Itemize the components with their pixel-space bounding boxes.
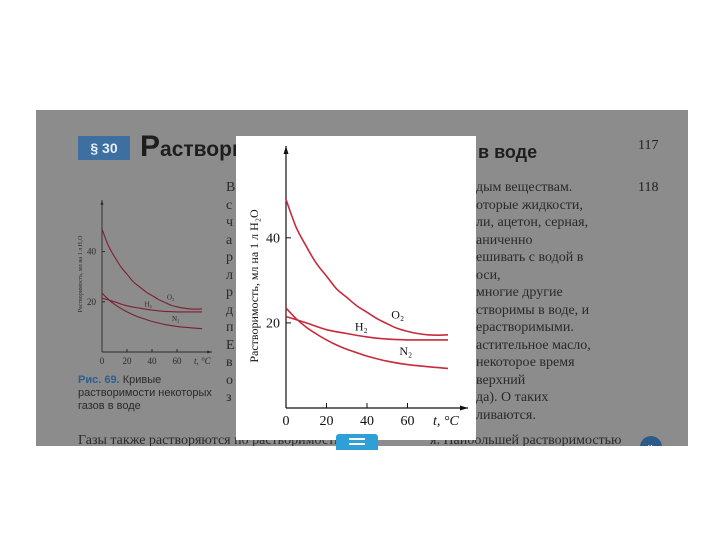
series-line-1 — [285, 315, 448, 341]
y-tick-label: 20 — [87, 297, 97, 307]
x-tick-label: 0 — [283, 414, 290, 429]
heading-part1: аствори — [160, 138, 245, 161]
series-line-0 — [101, 228, 203, 310]
body-line-left: а — [226, 232, 233, 248]
x-axis-arrow — [460, 405, 468, 411]
body-line-right: ли, ацетон, серная, — [476, 215, 589, 230]
solubility-chart: 0 20 40 60 20 40 t, °C Растворимость, мл на 1 л… — [247, 146, 468, 429]
series-label: H₂ — [145, 300, 153, 308]
y-axis-label: Растворимость, мл на 1 л H₂O — [78, 235, 84, 312]
body-line-left: с — [226, 197, 233, 213]
menu-toggle-button[interactable] — [336, 434, 378, 450]
body-line-right: створимы в воде, и — [476, 302, 590, 318]
page-number-118: 118 — [638, 180, 659, 195]
solubility-chart-card: 0 20 40 60 20 40 t, °C Растворимость, мл на 1 л… — [236, 136, 476, 440]
body-line-right: ливаются. — [476, 407, 536, 423]
x-tick-label: 20 — [320, 414, 334, 429]
body-line-right: верхний — [476, 372, 526, 388]
body-line-left: з — [226, 390, 232, 405]
series-line-1 — [101, 297, 202, 313]
x-axis-arrow — [207, 350, 212, 354]
x-tick-label: 20 — [123, 356, 133, 366]
section-heading-end: в воде — [478, 142, 538, 162]
x-tick-label: 40 — [360, 414, 374, 429]
body-line-left: р — [226, 285, 233, 300]
series-label: H₂ — [355, 320, 368, 334]
figure-caption-label: Рис. 69. — [78, 374, 120, 386]
body-line-left: в — [226, 355, 233, 370]
body-line-right: ерастворимыми. — [476, 320, 574, 335]
y-axis-arrow — [100, 200, 104, 205]
x-tick-label: 60 — [173, 356, 183, 366]
y-tick-label: 40 — [266, 231, 280, 246]
body-line-left: Е — [226, 337, 235, 353]
series-label: N₂ — [172, 315, 180, 323]
section-badge: § 30 — [78, 136, 130, 160]
body-line-left: В — [226, 180, 236, 195]
next-page-button[interactable]: » — [640, 436, 662, 446]
series-label: N₂ — [399, 344, 412, 358]
body-line-right: да). О таких — [476, 390, 549, 405]
x-axis-label: t, °C — [433, 414, 459, 429]
y-tick-label: 20 — [266, 317, 280, 332]
series-label: O₂ — [391, 308, 404, 322]
y-axis-arrow — [283, 146, 289, 154]
y-axis-label: Растворимость, мл на 1 л H₂O — [247, 209, 261, 363]
body-line-right: некоторое время — [476, 355, 575, 370]
page-number-117: 117 — [638, 138, 659, 153]
body-line-right: оторые жидкости, — [476, 197, 583, 213]
background-solubility-chart: 0 20 40 60 20 40 t, °C Растворимость, мл на 1 л… — [78, 200, 212, 366]
section-heading: Раствори — [140, 130, 245, 164]
body-line-left: ч — [226, 215, 234, 230]
body-line-left: п — [226, 320, 234, 335]
x-tick-label: 0 — [100, 356, 105, 366]
figure-caption: Рис. 69. Кривые растворимости некоторых … — [78, 374, 228, 413]
body-line-right: ешивать с водой в — [476, 250, 584, 265]
body-line-right: многие другие — [476, 285, 563, 300]
heading-capital: Р — [140, 130, 161, 163]
series-line-2 — [101, 292, 203, 330]
series-line-2 — [285, 307, 449, 370]
body-line-left: л — [226, 267, 233, 283]
body-line-right: дым веществам. — [476, 180, 573, 195]
body-line-right: астительное масло, — [476, 337, 591, 353]
y-tick-label: 40 — [87, 247, 97, 257]
body-line-left: о — [226, 372, 233, 388]
x-tick-label: 60 — [401, 414, 415, 429]
body-line-right: аниченно — [476, 232, 533, 248]
x-axis-label: t, °C — [194, 356, 212, 366]
series-line-0 — [285, 199, 449, 337]
body-line-right: оси, — [476, 267, 501, 283]
body-line-left: д — [226, 302, 234, 318]
series-label: O₂ — [167, 293, 175, 301]
bottom-text-right: я. Наибольшей растворимостью — [430, 433, 622, 446]
figure-caption-text: Кривые растворимости некоторых газов в в… — [78, 374, 212, 412]
body-line-left: р — [226, 250, 233, 265]
x-tick-label: 40 — [148, 356, 158, 366]
